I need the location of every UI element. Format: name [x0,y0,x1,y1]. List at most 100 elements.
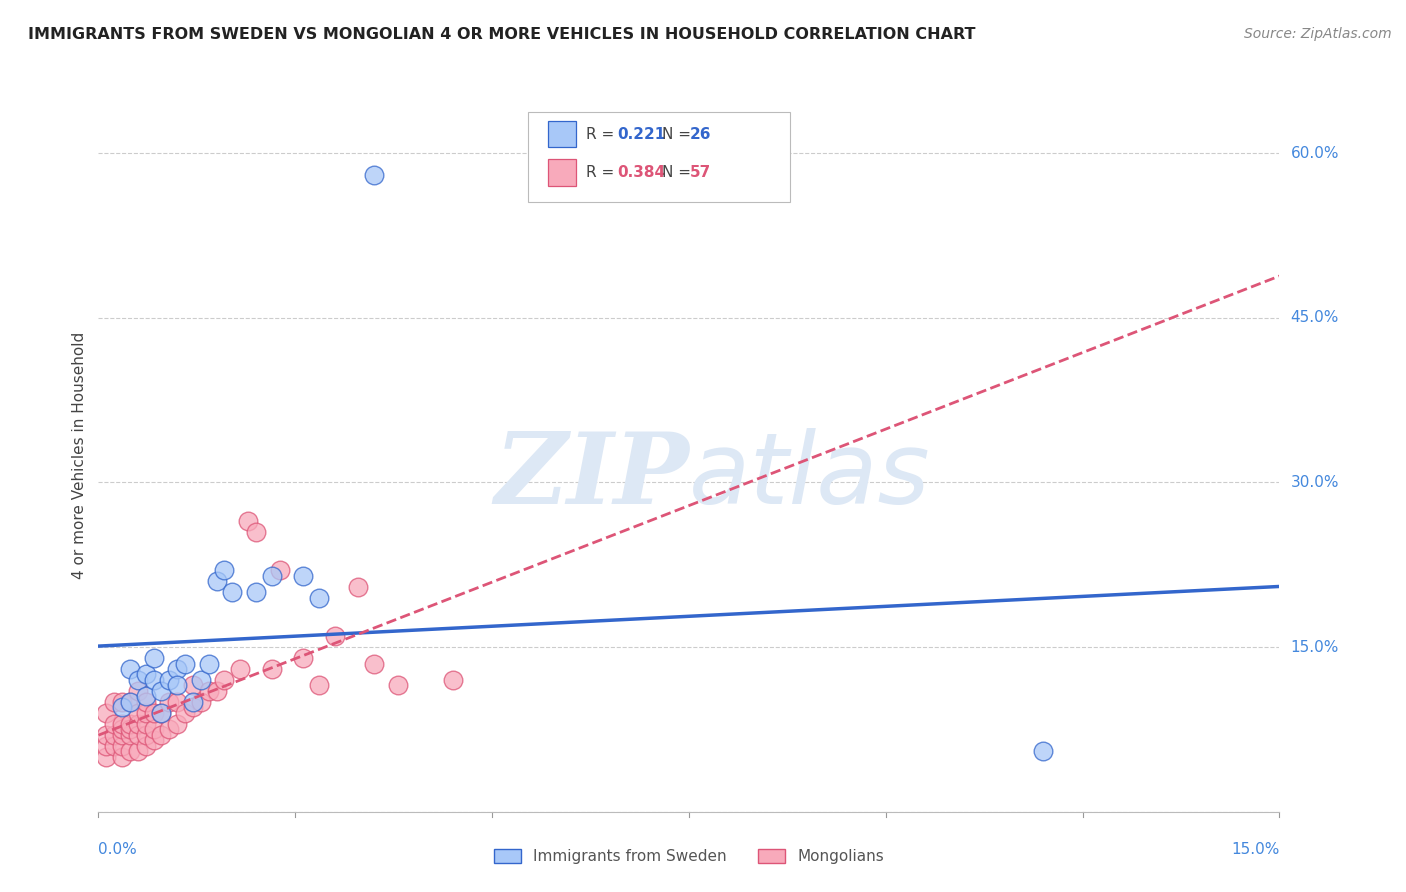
Point [166,678,188,692]
Text: 0.0%: 0.0% [98,842,138,857]
Point [292,568,315,582]
Point [111,749,134,764]
Point [96,728,118,742]
Point [111,695,134,709]
Point [135,728,157,742]
Point [135,690,157,704]
Point [236,514,259,528]
Point [308,591,330,605]
Point [111,717,134,731]
Point [127,673,149,687]
Legend: Immigrants from Sweden, Mongolians: Immigrants from Sweden, Mongolians [486,841,891,871]
Point [150,684,173,698]
Text: R =: R = [586,127,619,142]
Point [363,657,385,671]
Text: ZIP: ZIP [494,428,689,524]
Point [205,684,228,698]
Point [1032,744,1054,758]
Point [135,667,157,681]
Point [142,673,165,687]
Text: 45.0%: 45.0% [1291,310,1339,326]
Point [166,717,188,731]
Text: 57: 57 [690,165,711,180]
Point [118,695,141,709]
Point [118,744,141,758]
Point [347,580,370,594]
Point [127,684,149,698]
Text: 0.221: 0.221 [617,127,665,142]
Point [441,673,464,687]
Point [214,673,236,687]
Text: 15.0%: 15.0% [1232,842,1279,857]
Point [181,695,204,709]
Point [150,706,173,720]
Point [103,728,125,742]
Point [157,723,180,737]
Point [221,585,243,599]
Text: IMMIGRANTS FROM SWEDEN VS MONGOLIAN 4 OR MORE VEHICLES IN HOUSEHOLD CORRELATION : IMMIGRANTS FROM SWEDEN VS MONGOLIAN 4 OR… [28,27,976,42]
Point [142,733,165,747]
Point [127,717,149,731]
Text: 60.0%: 60.0% [1291,145,1339,161]
Point [142,723,165,737]
Point [260,662,283,676]
Point [111,700,134,714]
Text: atlas: atlas [689,428,931,524]
Point [308,678,330,692]
Point [118,723,141,737]
Point [166,695,188,709]
Point [245,524,267,539]
Point [190,695,212,709]
Text: 0.384: 0.384 [617,165,665,180]
Y-axis label: 4 or more Vehicles in Household: 4 or more Vehicles in Household [72,331,87,579]
Text: 30.0%: 30.0% [1291,475,1339,490]
Point [174,657,197,671]
Point [245,585,267,599]
Point [103,739,125,753]
Text: 15.0%: 15.0% [1291,640,1339,655]
Text: Source: ZipAtlas.com: Source: ZipAtlas.com [1244,27,1392,41]
Point [292,651,315,665]
Point [118,662,141,676]
Point [118,728,141,742]
Point [150,728,173,742]
Point [214,563,236,577]
Point [135,695,157,709]
Point [127,744,149,758]
Point [197,657,219,671]
Point [387,678,409,692]
Point [118,695,141,709]
Point [205,574,228,589]
Point [118,717,141,731]
Point [181,700,204,714]
Point [157,673,180,687]
Point [142,706,165,720]
Text: R =: R = [586,165,619,180]
Point [96,739,118,753]
Point [111,728,134,742]
Point [96,706,118,720]
Point [323,629,346,643]
Point [269,563,291,577]
Point [135,706,157,720]
Point [127,706,149,720]
Point [111,739,134,753]
Text: N =: N = [662,127,696,142]
Point [363,168,385,182]
Point [111,723,134,737]
Point [157,695,180,709]
Point [166,662,188,676]
Point [103,717,125,731]
Point [150,706,173,720]
Point [96,749,118,764]
Point [135,717,157,731]
Text: 26: 26 [690,127,711,142]
Point [190,673,212,687]
Point [103,695,125,709]
Point [197,684,219,698]
Text: N =: N = [662,165,696,180]
Point [260,568,283,582]
Point [181,678,204,692]
Point [142,651,165,665]
Point [135,739,157,753]
